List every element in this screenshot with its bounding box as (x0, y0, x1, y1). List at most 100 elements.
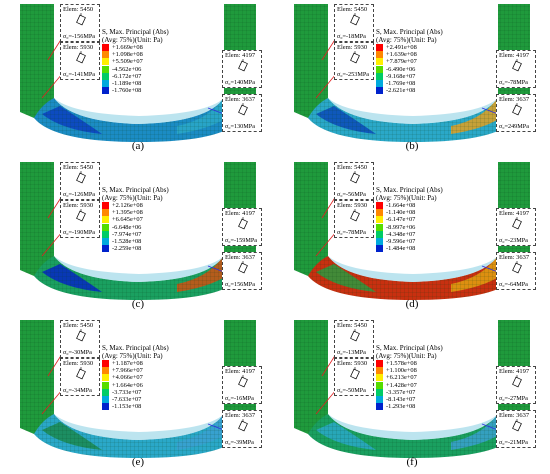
stress-element-icon (238, 419, 248, 432)
element-label: Elem: 5930 (337, 360, 368, 367)
fe-shell-model (20, 162, 256, 300)
legend-swatch (376, 216, 383, 224)
element-stress-value: σ₀=-16MPa (225, 395, 254, 402)
legend-swatch (376, 72, 383, 80)
stress-element-icon (350, 329, 360, 342)
legend-entry: +1.578e+08 (376, 360, 443, 368)
legend-entry: -1.189e+08 (102, 80, 169, 88)
legend-entry: +1.639e+08 (376, 51, 443, 59)
stress-legend: S, Max. Principal (Abs) (Avg: 75%)(Unit: … (102, 344, 169, 411)
legend-entry: -1.140e+08 (376, 209, 443, 217)
element-callout: Elem: 5930 σ₀=-141MPa (60, 42, 100, 80)
element-label: Elem: 5930 (337, 202, 368, 209)
legend-entry: +1.187e+08 (102, 360, 169, 368)
element-callout: Elem: 3637 σ₀=156MPa (222, 252, 262, 290)
legend-value: +1.669e+08 (112, 44, 143, 51)
element-label: Elem: 5930 (63, 360, 94, 367)
legend-value: +7.966e+07 (112, 367, 143, 375)
element-label: Elem: 5450 (63, 6, 94, 13)
legend-value: -8.997e+06 (386, 223, 416, 231)
panel-b: S, Max. Principal (Abs) (Avg: 75%)(Unit: … (276, 2, 548, 157)
stress-element-icon (76, 13, 86, 26)
panel-caption: (f) (406, 456, 418, 468)
legend-entry: -8.997e+06 (376, 224, 443, 231)
element-stress-value: σ₀=-190MPa (63, 229, 96, 236)
legend-title: S, Max. Principal (Abs) (102, 28, 169, 36)
legend-value: +4.066e+07 (112, 374, 143, 382)
legend-value: -7.633e+07 (112, 395, 142, 403)
element-label: Elem: 4197 (499, 368, 530, 375)
panel-caption: (a) (131, 140, 145, 152)
element-callout: Elem: 3637 σ₀=-39MPa (222, 410, 262, 448)
legend-value: +7.879e+07 (386, 58, 417, 66)
panel-caption: (d) (405, 298, 419, 310)
stress-element-icon (238, 103, 248, 116)
legend-entry: -1.484e+08 (376, 245, 443, 253)
legend-value: -1.484e+08 (386, 245, 416, 253)
element-callout: Elem: 5930 σ₀=-253MPa (334, 42, 374, 80)
legend-value: -3.357e+07 (386, 388, 416, 396)
element-label: Elem: 5930 (63, 202, 94, 209)
stress-element-icon (350, 13, 360, 26)
legend-entry: -7.974e+07 (102, 231, 169, 238)
legend-swatch (102, 360, 109, 368)
element-stress-value: σ₀=-23MPa (499, 237, 528, 244)
legend-swatch (102, 58, 109, 66)
stress-legend: S, Max. Principal (Abs) (Avg: 75%)(Unit: … (376, 186, 443, 253)
element-stress-value: σ₀=130MPa (225, 123, 255, 130)
legend-entry: -6.648e+06 (102, 224, 169, 231)
legend-entry: -9.596e+07 (376, 238, 443, 246)
element-label: Elem: 3637 (499, 412, 530, 419)
legend-value: -2.621e+08 (386, 87, 416, 95)
element-stress-value: σ₀=-64MPa (499, 281, 528, 288)
element-callout: Elem: 5450 σ₀=-18MPa (334, 4, 374, 42)
stress-element-icon (512, 419, 522, 432)
legend-subtitle: (Avg: 75%)(Unit: Pa) (376, 352, 437, 360)
element-stress-value: σ₀=-21MPa (499, 439, 528, 446)
element-label: Elem: 5450 (337, 164, 368, 171)
stress-element-icon (76, 367, 86, 380)
element-label: Elem: 5450 (63, 164, 94, 171)
element-callout: Elem: 5450 σ₀=-56MPa (334, 162, 374, 200)
stress-element-icon (76, 171, 86, 184)
legend-entry: +1.664e+06 (102, 382, 169, 389)
legend-value: +2.126e+08 (112, 202, 143, 209)
legend-swatch (376, 202, 383, 210)
legend-value: -1.664e+08 (386, 202, 416, 209)
stress-element-icon (76, 329, 86, 342)
stress-element-icon (350, 209, 360, 222)
legend-value: -1.760e+08 (112, 87, 142, 95)
legend-entry: -4.348e+07 (376, 231, 443, 238)
element-label: Elem: 3637 (499, 96, 530, 103)
legend-entry: -8.143e+07 (376, 396, 443, 404)
element-stress-value: σ₀=-18MPa (337, 33, 366, 40)
legend-entry: +1.669e+08 (102, 44, 169, 52)
fe-shell-model (294, 320, 530, 458)
legend-value: -1.293e+08 (386, 403, 416, 411)
element-callout: Elem: 3637 σ₀=-21MPa (496, 410, 536, 448)
element-label: Elem: 3637 (225, 254, 256, 261)
legend-title: S, Max. Principal (Abs) (102, 186, 169, 194)
element-label: Elem: 4197 (499, 52, 530, 59)
legend-value: +2.491e+08 (386, 44, 417, 51)
legend-swatch (102, 44, 109, 52)
panel-f: S, Max. Principal (Abs) (Avg: 75%)(Unit: … (276, 318, 548, 473)
element-stress-value: σ₀=-126MPa (63, 191, 96, 198)
legend-value: -7.974e+07 (112, 230, 142, 238)
legend-entry: +6.645e+07 (102, 216, 169, 224)
legend-entry: -9.168e+07 (376, 73, 443, 80)
legend-swatch (376, 223, 383, 231)
legend-value: -4.348e+07 (386, 230, 416, 238)
legend-entry: -4.562e+06 (102, 66, 169, 73)
legend-entry: -2.621e+08 (376, 87, 443, 95)
legend-value: +1.395e+08 (112, 209, 143, 217)
panel-caption: (c) (131, 298, 145, 310)
stress-element-icon (350, 367, 360, 380)
element-callout: Elem: 5930 σ₀=-50MPa (334, 358, 374, 396)
legend-value: -4.562e+06 (112, 65, 142, 73)
element-callout: Elem: 5450 σ₀=-13MPa (334, 320, 374, 358)
stress-element-icon (238, 375, 248, 388)
legend-value: -6.648e+06 (112, 223, 142, 231)
element-stress-value: σ₀=-78MPa (499, 79, 528, 86)
element-stress-value: σ₀=-253MPa (337, 71, 370, 78)
